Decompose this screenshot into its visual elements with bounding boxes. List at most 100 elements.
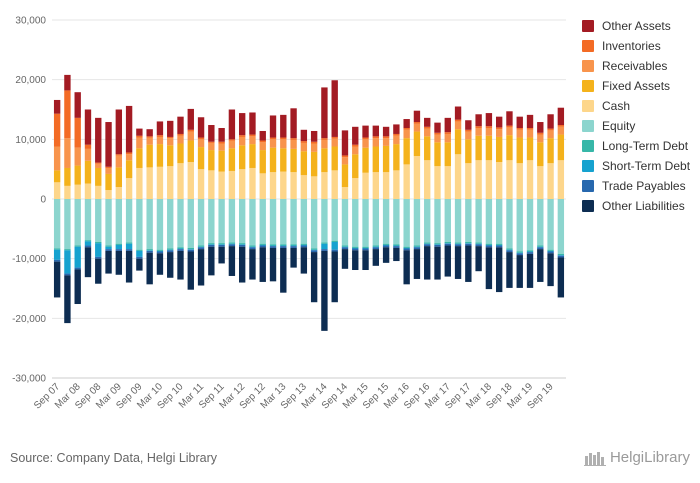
bar-segment[interactable]: [167, 120, 174, 137]
bar-segment[interactable]: [485, 199, 493, 244]
bar-segment[interactable]: [290, 108, 297, 139]
legend-item[interactable]: Receivables: [582, 56, 690, 76]
bar-segment[interactable]: [208, 141, 215, 143]
bar-segment[interactable]: [526, 114, 534, 128]
bar-segment[interactable]: [341, 249, 349, 269]
bar-segment[interactable]: [95, 258, 102, 284]
bar-segment[interactable]: [95, 167, 102, 186]
bar-segment[interactable]: [125, 152, 133, 155]
bar-segment[interactable]: [372, 245, 380, 247]
bar-segment[interactable]: [197, 249, 205, 286]
bar-segment[interactable]: [403, 250, 410, 285]
bar-segment[interactable]: [53, 199, 61, 249]
bar-segment[interactable]: [331, 138, 338, 147]
bar-segment[interactable]: [495, 116, 503, 128]
bar-segment[interactable]: [290, 138, 297, 140]
bar-segment[interactable]: [167, 199, 174, 249]
bar-segment[interactable]: [454, 106, 462, 120]
bar-segment[interactable]: [105, 167, 112, 174]
bar-segment[interactable]: [228, 199, 236, 243]
bar-segment[interactable]: [352, 144, 359, 147]
bar-segment[interactable]: [516, 129, 523, 138]
bar-segment[interactable]: [413, 110, 421, 123]
bar-segment[interactable]: [249, 245, 256, 247]
bar-segment[interactable]: [310, 143, 318, 152]
bar-segment[interactable]: [208, 150, 215, 171]
bar-segment[interactable]: [64, 74, 71, 91]
bar-segment[interactable]: [516, 116, 523, 128]
bar-segment[interactable]: [393, 133, 400, 136]
bar-segment[interactable]: [208, 244, 215, 247]
legend-item[interactable]: Other Liabilities: [582, 196, 690, 216]
bar-segment[interactable]: [167, 250, 174, 253]
bar-segment[interactable]: [125, 243, 133, 250]
bar-segment[interactable]: [444, 142, 451, 167]
bar-segment[interactable]: [84, 199, 92, 241]
bar-segment[interactable]: [197, 199, 205, 246]
bar-segment[interactable]: [393, 246, 400, 248]
bar-segment[interactable]: [228, 242, 236, 244]
bar-segment[interactable]: [300, 244, 308, 246]
bar-segment[interactable]: [352, 126, 359, 145]
bar-segment[interactable]: [341, 247, 349, 250]
bar-segment[interactable]: [53, 146, 61, 171]
bar-segment[interactable]: [393, 124, 400, 134]
bar-segment[interactable]: [537, 246, 544, 248]
bar-segment[interactable]: [537, 142, 544, 167]
bar-segment[interactable]: [300, 142, 308, 152]
bar-segment[interactable]: [249, 112, 256, 135]
bar-segment[interactable]: [393, 245, 400, 247]
bar-segment[interactable]: [485, 135, 493, 161]
bar-segment[interactable]: [280, 245, 287, 247]
bar-segment[interactable]: [125, 105, 133, 153]
bar-segment[interactable]: [105, 173, 112, 191]
bar-segment[interactable]: [321, 250, 328, 331]
bar-segment[interactable]: [269, 147, 277, 173]
bar-segment[interactable]: [218, 143, 225, 151]
bar-segment[interactable]: [95, 256, 102, 259]
bar-segment[interactable]: [228, 170, 236, 199]
bar-segment[interactable]: [352, 246, 359, 248]
bar-segment[interactable]: [95, 185, 102, 199]
bar-segment[interactable]: [136, 249, 143, 251]
bar-segment[interactable]: [382, 126, 390, 137]
bar-segment[interactable]: [403, 129, 410, 139]
bar-segment[interactable]: [434, 244, 441, 247]
bar-segment[interactable]: [321, 148, 328, 173]
bar-segment[interactable]: [382, 172, 390, 199]
bar-segment[interactable]: [506, 248, 513, 250]
bar-segment[interactable]: [228, 243, 236, 245]
bar-segment[interactable]: [547, 130, 554, 139]
bar-segment[interactable]: [424, 128, 431, 137]
bar-segment[interactable]: [434, 246, 441, 280]
bar-segment[interactable]: [125, 250, 133, 283]
bar-segment[interactable]: [105, 245, 112, 247]
bar-segment[interactable]: [146, 137, 153, 145]
bar-segment[interactable]: [290, 246, 297, 248]
bar-segment[interactable]: [331, 146, 338, 171]
bar-segment[interactable]: [156, 250, 164, 252]
bar-segment[interactable]: [465, 243, 472, 246]
bar-segment[interactable]: [454, 121, 462, 130]
bar-segment[interactable]: [177, 133, 184, 136]
legend-item[interactable]: Cash: [582, 96, 690, 116]
bar-segment[interactable]: [146, 250, 153, 253]
bar-segment[interactable]: [64, 250, 71, 274]
bar-segment[interactable]: [105, 190, 112, 199]
bar-segment[interactable]: [125, 249, 133, 251]
bar-segment[interactable]: [321, 172, 328, 199]
bar-segment[interactable]: [105, 122, 112, 167]
bar-segment[interactable]: [115, 199, 123, 244]
bar-segment[interactable]: [403, 127, 410, 130]
bar-segment[interactable]: [310, 249, 318, 251]
bar-segment[interactable]: [177, 247, 184, 249]
bar-segment[interactable]: [547, 251, 554, 254]
bar-segment[interactable]: [156, 166, 164, 199]
bar-segment[interactable]: [382, 138, 390, 146]
bar-segment[interactable]: [115, 187, 123, 199]
bar-segment[interactable]: [403, 247, 410, 249]
bar-segment[interactable]: [74, 117, 81, 148]
bar-segment[interactable]: [259, 243, 266, 245]
bar-segment[interactable]: [187, 251, 194, 290]
bar-segment[interactable]: [434, 166, 441, 199]
